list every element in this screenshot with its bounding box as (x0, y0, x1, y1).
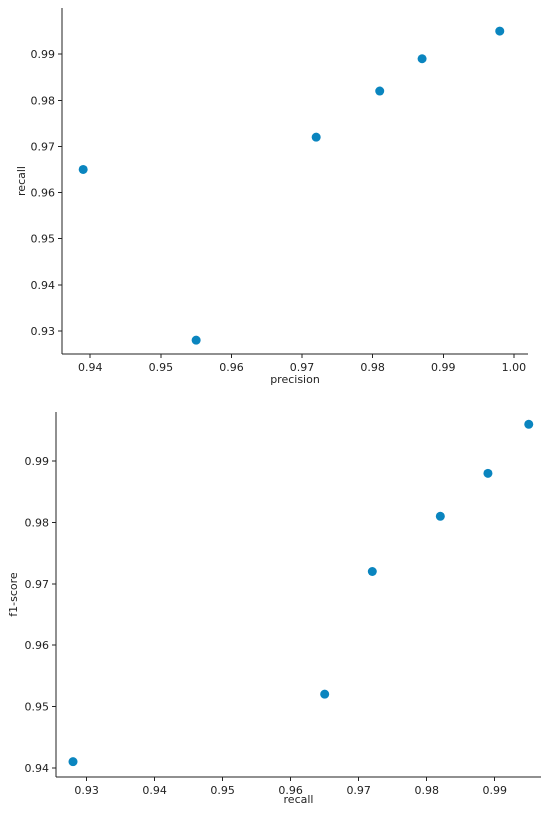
chart-1-y-axis-label: recall (15, 166, 28, 196)
recall-f1-scatter-chart: 0.93 0.94 0.95 0.96 0.97 0.98 0.99 0.94 0.95 0.96… (7, 412, 541, 806)
chart-2-x-axis-label: recall (284, 793, 314, 806)
chart-2-y-tick-label: 0.98 (25, 516, 50, 529)
chart-1-y-tick-label: 0.94 (31, 279, 56, 292)
chart-1-y-tick-label: 0.98 (31, 94, 56, 107)
chart-1-y-tick-label: 0.96 (31, 187, 56, 200)
chart-1-y-tick-label: 0.95 (31, 233, 56, 246)
chart-2-data-point (367, 566, 377, 576)
chart-2-y-axis-label: f1-score (7, 572, 20, 617)
chart-2-x-tick-label: 0.93 (74, 784, 99, 797)
chart-2-data-point (524, 419, 534, 429)
chart-2-x-tick-label: 0.95 (210, 784, 235, 797)
chart-2-y-tick-label: 0.99 (25, 455, 50, 468)
chart-1-data-point (495, 26, 505, 36)
chart-2-x-tick-label: 0.98 (414, 784, 439, 797)
precision-recall-scatter-chart: 0.94 0.95 0.96 0.97 0.98 0.99 1.00 0.93 0.94 0.95… (15, 8, 528, 386)
chart-1-x-tick-label: 0.98 (360, 361, 385, 374)
chart-2-x-tick-label: 0.94 (142, 784, 167, 797)
chart-1-data-point (311, 132, 321, 142)
chart-1-x-tick-label: 0.95 (149, 361, 174, 374)
chart-2-y-tick-label: 0.95 (25, 700, 50, 713)
chart-1-data-point (417, 54, 427, 64)
chart-1-y-tick-label: 0.93 (31, 325, 56, 338)
chart-1-x-tick-label: 0.97 (290, 361, 315, 374)
chart-2-data-point (68, 757, 78, 767)
chart-2-y-tick-label: 0.96 (25, 639, 50, 652)
chart-2-x-tick-label: 0.97 (346, 784, 371, 797)
chart-2-data-point (320, 689, 330, 699)
chart-1-data-point (191, 335, 201, 345)
chart-1-y-tick-label: 0.99 (31, 48, 56, 61)
chart-1-x-tick-label: 1.00 (502, 361, 527, 374)
chart-2-x-tick-label: 0.96 (278, 784, 303, 797)
chart-1-data-point (375, 86, 385, 96)
chart-1-y-tick-label: 0.97 (31, 140, 56, 153)
chart-2-y-tick-label: 0.94 (25, 762, 50, 775)
chart-1-x-tick-label: 0.99 (431, 361, 456, 374)
chart-2-y-tick-label: 0.97 (25, 578, 50, 591)
chart-1-x-tick-label: 0.96 (219, 361, 244, 374)
chart-2-data-point (435, 511, 445, 521)
chart-2-data-point (483, 468, 493, 478)
chart-2-x-tick-label: 0.99 (482, 784, 507, 797)
chart-1-data-point (78, 164, 88, 174)
chart-1-x-axis-label: precision (270, 373, 320, 386)
chart-1-x-tick-label: 0.94 (78, 361, 103, 374)
